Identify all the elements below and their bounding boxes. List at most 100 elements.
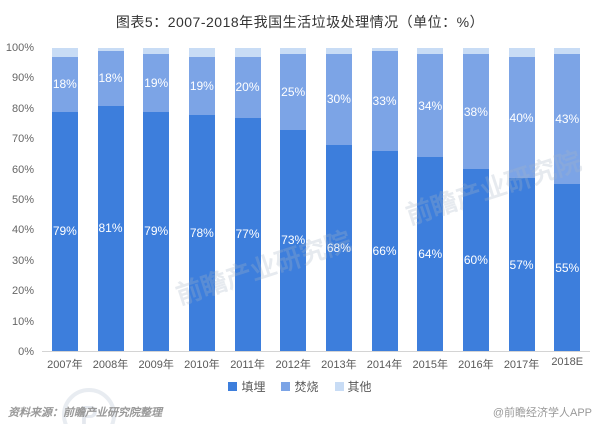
plot-area: 18% 79% 18% 81% 19% 79% 19% 78% 20% 77% 25% 73% 30% 6… (42, 48, 590, 352)
x-axis-label: 2008年 (92, 359, 129, 371)
segment-其他 (143, 48, 170, 55)
footer: 资料来源：前瞻产业研究院整理 @前瞻经济学人APP (0, 404, 600, 420)
legend-item-焚烧: 焚烧 (281, 378, 319, 395)
y-tick-label: 10% (11, 315, 34, 328)
segment-填埋: 79% (143, 111, 170, 351)
segment-value-label: 30% (326, 92, 351, 107)
bar-2014年: 33% 66% (362, 48, 408, 351)
bar-2016年: 38% 60% (453, 48, 499, 351)
segment-value-label: 18% (52, 77, 77, 92)
y-tick-label: 0% (18, 346, 34, 358)
segment-填埋: 78% (188, 114, 215, 351)
stacked-bar: 18% 79% (51, 48, 78, 351)
segment-填埋: 57% (508, 178, 535, 351)
x-axis-label: 2013年 (321, 359, 357, 371)
segment-填埋: 73% (280, 129, 307, 351)
segment-其他 (508, 48, 535, 58)
stacked-bar: 18% 81% (97, 48, 124, 351)
x-axis-label: 2015年 (412, 359, 448, 371)
y-axis: 100% 90% 80% 70% 60% 50% 40% 30% 20% 10% 0% (0, 0, 36, 424)
x-axis-label: 2009年 (138, 359, 174, 371)
credit-note: @前瞻经济学人APP (492, 407, 592, 419)
segment-value-label: 79% (52, 224, 77, 239)
legend-swatch-icon (228, 382, 238, 391)
segment-焚烧: 19% (188, 57, 215, 115)
stacked-bar: 33% 66% (371, 48, 398, 351)
segment-填埋: 64% (417, 157, 444, 351)
y-tick-label: 20% (11, 285, 34, 298)
y-tick-label: 80% (11, 102, 34, 115)
legend-item-其他: 其他 (334, 378, 372, 395)
segment-填埋: 66% (371, 151, 398, 351)
x-axis-label: 2016年 (458, 359, 494, 371)
segment-其他 (51, 48, 78, 58)
segment-value-label: 66% (372, 243, 397, 258)
bar-2017年: 40% 57% (499, 48, 545, 351)
segment-焚烧: 43% (554, 54, 581, 185)
segment-填埋: 68% (325, 144, 352, 351)
y-tick-label: 40% (11, 224, 34, 237)
segment-value-label: 81% (98, 221, 123, 236)
legend-label: 焚烧 (294, 380, 319, 394)
legend: 填埋 焚烧 其他 (0, 378, 600, 395)
stacked-bar: 34% 64% (417, 48, 444, 351)
segment-焚烧: 34% (417, 54, 444, 158)
bar-2009年: 19% 79% (133, 48, 179, 351)
segment-value-label: 18% (98, 71, 123, 86)
segment-填埋: 60% (462, 169, 489, 351)
segment-其他 (97, 48, 124, 52)
x-axis-label: 2007年 (47, 359, 83, 371)
bar-2008年: 18% 81% (88, 48, 134, 351)
stacked-bar: 20% 77% (234, 48, 261, 351)
bar-2007年: 18% 79% (42, 48, 88, 351)
segment-其他 (325, 48, 352, 55)
segment-其他 (417, 48, 444, 55)
segment-焚烧: 40% (508, 57, 535, 179)
segment-value-label: 78% (189, 225, 214, 240)
segment-value-label: 55% (555, 260, 580, 275)
stacked-bar: 43% 55% (554, 48, 581, 351)
y-tick-label: 60% (11, 163, 34, 176)
segment-value-label: 38% (463, 104, 488, 119)
segment-value-label: 60% (463, 253, 488, 268)
segment-value-label: 79% (144, 224, 169, 239)
legend-label: 填埋 (241, 380, 266, 394)
segment-其他 (554, 48, 581, 55)
segment-value-label: 19% (189, 78, 214, 93)
legend-swatch-icon (281, 382, 291, 391)
segment-value-label: 68% (326, 240, 351, 255)
segment-填埋: 77% (234, 117, 261, 351)
source-note: 资料来源：前瞻产业研究院整理 (8, 407, 162, 419)
segment-其他 (280, 48, 307, 55)
segment-填埋: 55% (554, 184, 581, 351)
segment-value-label: 64% (418, 247, 443, 262)
bar-2010年: 19% 78% (179, 48, 225, 351)
y-tick-label: 30% (11, 254, 34, 267)
x-axis-label: 2017年 (503, 359, 540, 371)
segment-value-label: 34% (418, 98, 443, 113)
segment-其他 (371, 48, 398, 52)
x-axis: 2007年 2008年 2009年 2010年 2011年 2012年 2013年 2014年… (42, 356, 590, 372)
segment-焚烧: 38% (462, 54, 489, 170)
segment-焚烧: 33% (371, 51, 398, 151)
bar-2011年: 20% 77% (225, 48, 271, 351)
segment-焚烧: 18% (51, 57, 78, 112)
segment-焚烧: 20% (234, 57, 261, 118)
chart-title: 图表5：2007-2018年我国生活垃圾处理情况（单位：%） (115, 14, 485, 30)
legend-item-填埋: 填埋 (228, 378, 265, 395)
stacked-bar: 25% 73% (280, 48, 307, 351)
y-tick-label: 90% (11, 72, 34, 85)
segment-填埋: 81% (97, 105, 124, 351)
segment-value-label: 20% (235, 80, 260, 95)
segment-焚烧: 19% (143, 54, 170, 112)
segment-value-label: 33% (372, 94, 397, 108)
segment-value-label: 43% (555, 112, 580, 127)
bar-2013年: 30% 68% (316, 48, 362, 351)
bar-2012年: 25% 73% (270, 48, 316, 351)
segment-value-label: 73% (281, 233, 306, 248)
stacked-bar: 40% 57% (508, 48, 535, 351)
segment-value-label: 19% (144, 75, 169, 90)
stacked-bar: 19% 79% (143, 48, 170, 351)
stacked-bar: 38% 60% (462, 48, 489, 351)
